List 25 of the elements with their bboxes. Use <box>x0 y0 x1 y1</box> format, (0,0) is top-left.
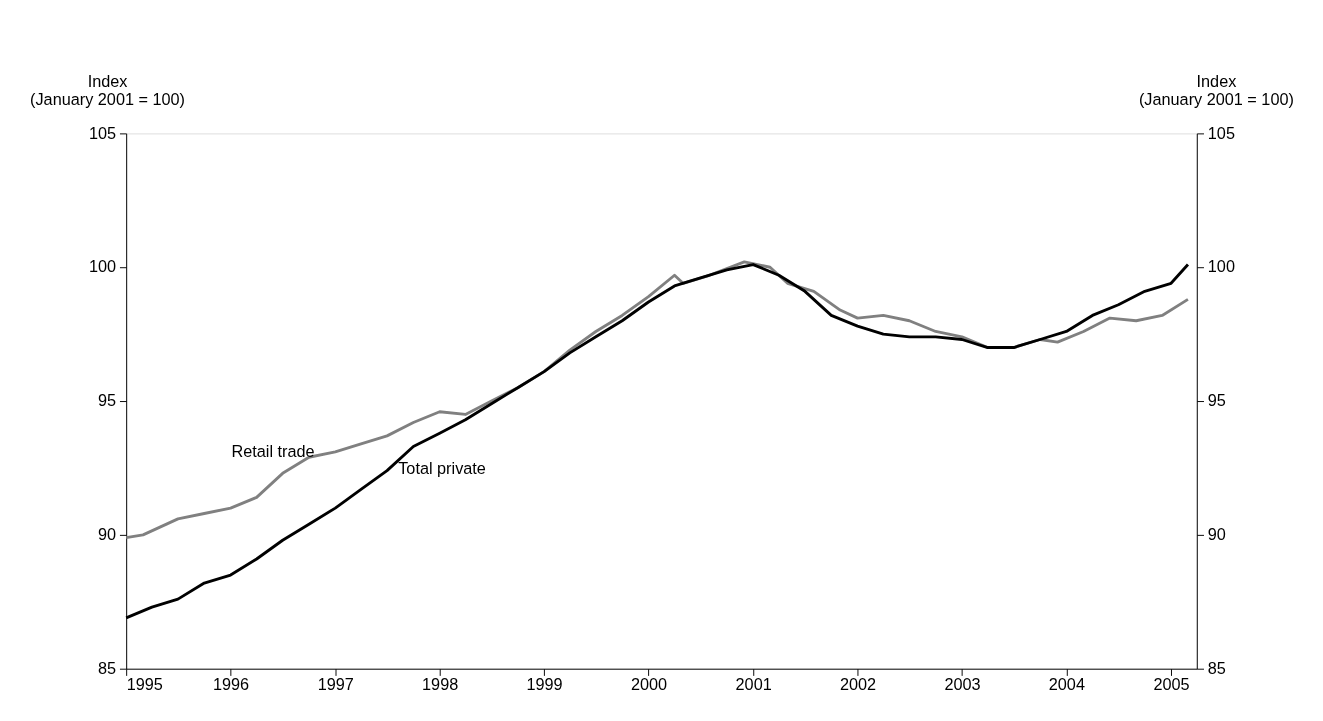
series-label: Total private <box>398 459 486 478</box>
y-tick-label: 95 <box>98 391 117 410</box>
y2-tick-label: 100 <box>1207 257 1235 276</box>
x-tick-label: 2005 <box>1153 675 1190 694</box>
x-tick-label: 2001 <box>735 675 772 694</box>
x-tick-label: 2003 <box>944 675 981 694</box>
y-tick-label: 105 <box>89 123 117 142</box>
y2-tick-label: 90 <box>1207 525 1226 544</box>
x-tick-label: 1999 <box>526 675 563 694</box>
y2-tick-label: 95 <box>1207 391 1226 410</box>
series-label: Retail trade <box>231 442 315 461</box>
x-tick-label: 1995 <box>126 675 163 694</box>
y2-tick-label: 85 <box>1207 658 1226 677</box>
y2-axis-title: Index (January 2001 = 100) <box>1138 72 1294 109</box>
y-tick-label: 90 <box>98 525 117 544</box>
x-tick-label: 2000 <box>630 675 668 694</box>
x-tick-label: 1997 <box>317 675 354 694</box>
x-tick-label: 2004 <box>1048 675 1085 694</box>
x-tick-label: 1996 <box>212 675 250 694</box>
y2-tick-label: 105 <box>1207 123 1235 142</box>
y-tick-label: 85 <box>98 658 117 677</box>
x-tick-label: 1998 <box>422 675 459 694</box>
y-axis-title: Index (January 2001 = 100) <box>30 72 186 109</box>
x-tick-label: 2002 <box>839 675 877 694</box>
y-tick-label: 100 <box>89 257 117 276</box>
